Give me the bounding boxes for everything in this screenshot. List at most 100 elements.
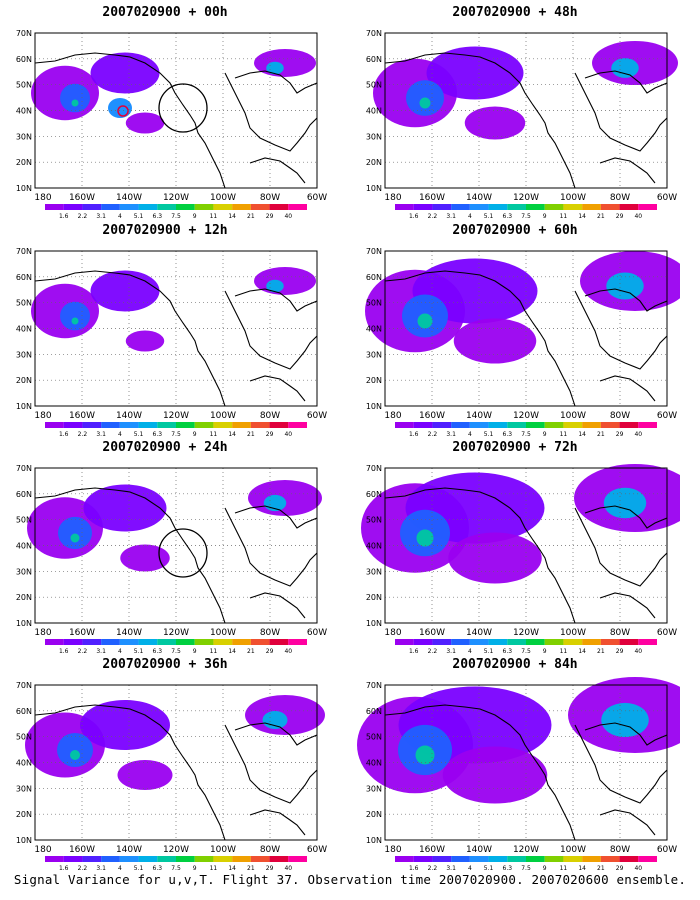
latitude-label: 20N: [366, 810, 382, 819]
colorbar-label: 29: [616, 431, 624, 438]
map-panel: 2007020900 + 84h 70N 60N 50N 40N 30N 20N 10N 180…: [350, 657, 680, 875]
latitude-label: 70N: [366, 29, 382, 38]
colorbar-label: 9: [543, 865, 547, 872]
map-panel: 2007020900 + 72h 70N 60N 50N 40N 30N 20N 10N 180…: [350, 440, 680, 658]
longitude-label: 180: [34, 193, 51, 203]
colorbar-label: 40: [284, 431, 292, 438]
coastline: [574, 290, 668, 370]
colorbar-swatch: [213, 422, 233, 428]
variance-shading: [262, 711, 288, 729]
colorbar-swatch: [194, 639, 214, 645]
colorbar-swatch: [638, 422, 657, 428]
variance-shading: [83, 484, 167, 532]
colorbar-swatch: [563, 204, 583, 210]
colorbar-swatch: [526, 422, 545, 428]
colorbar-label: 1.6: [409, 213, 419, 220]
variance-shading: [611, 58, 639, 78]
colorbar-label: 4: [468, 431, 472, 438]
colorbar-label: 11: [560, 865, 568, 872]
longitude-label: 180: [384, 411, 401, 421]
colorbar-swatch: [213, 204, 233, 210]
colorbar-swatch: [119, 422, 139, 428]
colorbar-label: 2.2: [428, 431, 438, 438]
colorbar-label: 5.1: [484, 865, 494, 872]
colorbar-label: 40: [634, 431, 642, 438]
coastline: [574, 724, 668, 804]
longitude-label: 80W: [260, 411, 280, 421]
latitude-label: 60N: [16, 273, 32, 282]
latitude-label: 10N: [366, 836, 382, 845]
colorbar-label: 4: [118, 213, 122, 220]
colorbar-label: 21: [597, 213, 605, 220]
colorbar-swatch: [413, 639, 433, 645]
colorbar-swatch: [582, 204, 601, 210]
colorbar-swatch: [288, 856, 307, 862]
colorbar-label: 4: [118, 648, 122, 655]
coastline: [599, 809, 656, 836]
colorbar-swatch: [138, 204, 158, 210]
colorbar-swatch: [432, 422, 452, 428]
latitude-label: 10N: [16, 619, 32, 628]
colorbar-label: 1.6: [409, 431, 419, 438]
variance-shading: [70, 533, 80, 543]
colorbar-swatch: [101, 639, 120, 645]
colorbar-swatch: [250, 856, 270, 862]
longitude-label: 100W: [210, 193, 236, 203]
longitude-label: 100W: [560, 411, 586, 421]
variance-shading: [71, 317, 79, 325]
colorbar-label: 7.5: [521, 865, 531, 872]
colorbar-swatch: [119, 639, 139, 645]
colorbar-swatch: [194, 856, 214, 862]
longitude-label: 80W: [610, 411, 630, 421]
colorbar-label: 9: [193, 648, 197, 655]
colorbar-label: 4: [468, 213, 472, 220]
longitude-label: 100W: [210, 411, 236, 421]
colorbar-label: 5.1: [134, 431, 144, 438]
latitude-label: 60N: [366, 273, 382, 282]
colorbar-label: 3.1: [96, 648, 106, 655]
colorbar-swatch: [82, 204, 102, 210]
colorbar-swatch: [395, 856, 414, 862]
longitude-label: 120W: [163, 845, 189, 855]
longitude-label: 100W: [560, 845, 586, 855]
colorbar-label: 14: [228, 213, 236, 220]
variance-shading: [415, 745, 435, 765]
longitude-label: 120W: [513, 193, 539, 203]
colorbar-swatch: [45, 204, 64, 210]
colorbar-swatch: [469, 856, 489, 862]
colorbar-swatch: [82, 422, 102, 428]
colorbar-swatch: [176, 639, 195, 645]
coastline: [234, 722, 318, 746]
coastline: [224, 507, 318, 587]
variance-shading: [60, 83, 90, 113]
longitude-label: 60W: [307, 411, 327, 421]
colorbar-label: 2.2: [78, 213, 88, 220]
colorbar-label: 29: [616, 648, 624, 655]
colorbar-label: 7.5: [171, 648, 181, 655]
latitude-label: 70N: [366, 247, 382, 256]
latitude-label: 40N: [16, 325, 32, 334]
colorbar-swatch: [413, 856, 433, 862]
latitude-label: 40N: [16, 107, 32, 116]
map-panel: 2007020900 + 60h 70N 60N 50N 40N 30N 20N 10N 180…: [350, 223, 680, 441]
longitude-label: 140W: [466, 628, 492, 638]
coastline: [34, 270, 226, 407]
coastline: [249, 809, 306, 836]
longitude-label: 160W: [419, 845, 445, 855]
latitude-label: 70N: [16, 681, 32, 690]
latitude-label: 20N: [366, 376, 382, 385]
coastline: [34, 704, 226, 841]
colorbar-label: 40: [634, 865, 642, 872]
colorbar-swatch: [619, 422, 639, 428]
colorbar-label: 7.5: [171, 865, 181, 872]
colorbar-label: 3.1: [446, 213, 456, 220]
colorbar-swatch: [544, 204, 564, 210]
colorbar-swatch: [619, 856, 639, 862]
colorbar-swatch: [600, 639, 620, 645]
colorbar-label: 21: [597, 865, 605, 872]
longitude-label: 80W: [260, 193, 280, 203]
longitude-label: 140W: [116, 193, 142, 203]
colorbar-swatch: [638, 204, 657, 210]
